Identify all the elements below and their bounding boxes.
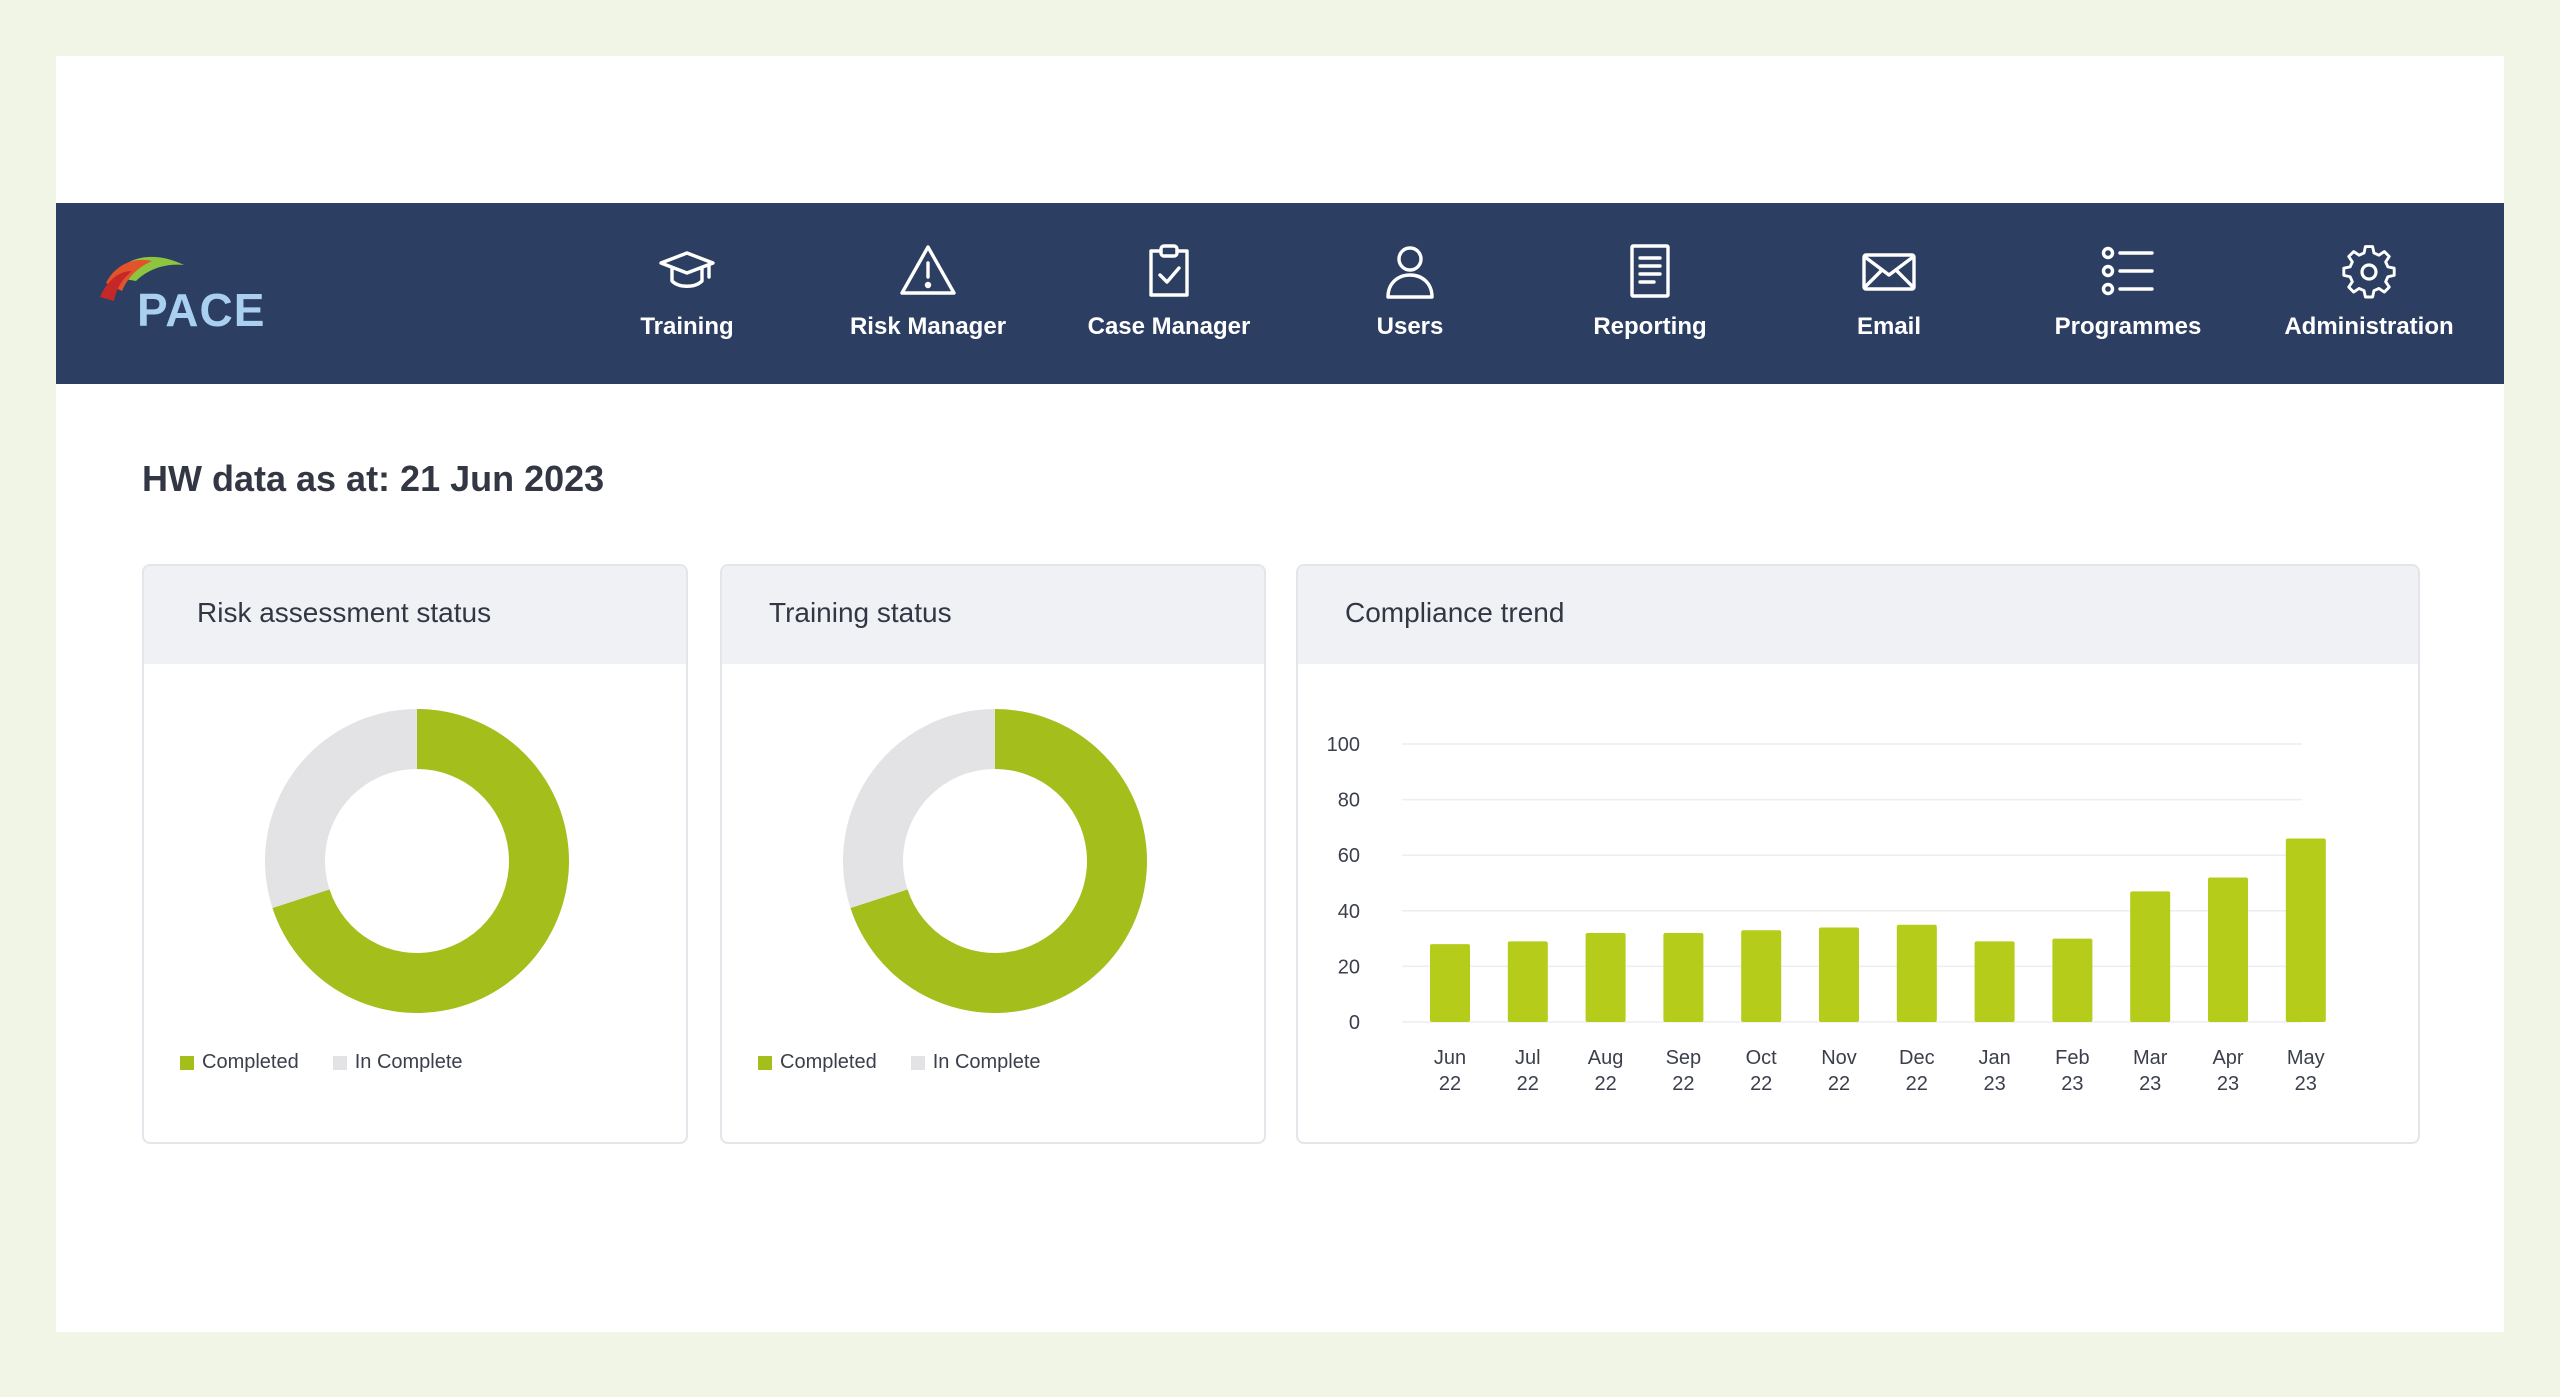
legend-label: In Complete (932, 1051, 1041, 1073)
donut-slice-in-complete[interactable] (265, 709, 417, 908)
y-tick-label: 80 (1338, 790, 1360, 812)
donut-slice-completed[interactable] (850, 709, 1147, 1013)
x-tick-label: Oct 22 (1746, 1047, 1778, 1095)
nav-risk-manager[interactable]: Risk Manager (828, 203, 1028, 384)
nav-case-manager[interactable]: Case Manager (1069, 203, 1269, 384)
card-title: Compliance trend (1345, 597, 1565, 628)
legend-swatch (910, 1055, 925, 1070)
bar-oct-22[interactable] (1741, 930, 1782, 1022)
nav-users[interactable]: Users (1310, 203, 1510, 384)
y-tick-label: 20 (1338, 956, 1360, 978)
compliance-bar-chart: 0 20 40 60 80 100 Jun 22 Jul 22 Aug 22 Sep 22 Oct 22 No… (1327, 734, 2326, 1095)
logo-bird-icon (100, 256, 184, 301)
bar-jul-22[interactable] (1507, 941, 1548, 1022)
bar-jan-23[interactable] (1974, 941, 2015, 1022)
card-title: Training status (769, 597, 952, 628)
y-axis-labels: 0 20 40 60 80 100 (1327, 734, 1360, 1034)
training-donut-chart (843, 709, 1147, 1013)
y-tick-label: 40 (1338, 901, 1360, 923)
compliance-trend-card: Compliance trend 0 20 40 60 80 100 Jun 22 Jul 22… (1296, 564, 2420, 1144)
risk-assessment-card: Risk assessment status Completed In Comp… (142, 564, 688, 1144)
top-navbar: PACE Training Risk Manager (56, 203, 2504, 384)
logo-text: PACE (137, 284, 266, 336)
nav-administration-label: Administration (2284, 313, 2454, 340)
nav-programmes-label: Programmes (2054, 313, 2202, 340)
training-legend: Completed In Complete (758, 1051, 1041, 1074)
bars-layer (1430, 838, 2326, 1022)
x-tick-label: Dec 22 (1899, 1047, 1935, 1095)
x-tick-label: Sep 22 (1666, 1047, 1702, 1095)
bar-sep-22[interactable] (1663, 933, 1704, 1022)
legend-item-completed[interactable]: Completed (758, 1051, 877, 1074)
legend-label: In Complete (354, 1051, 463, 1073)
page-title: HW data as at: 21 Jun 2023 (142, 458, 605, 499)
bar-nov-22[interactable] (1819, 927, 1859, 1022)
x-tick-label: Jul 22 (1515, 1047, 1541, 1095)
legend-swatch (758, 1055, 772, 1070)
bar-apr-23[interactable] (2208, 877, 2248, 1022)
x-tick-label: Nov 22 (1821, 1047, 1857, 1095)
risk-legend: Completed In Complete (180, 1051, 463, 1074)
card-header: Compliance trend (1298, 566, 2418, 664)
legend-item-incomplete[interactable]: In Complete (910, 1051, 1041, 1074)
warning-triangle-icon (898, 241, 958, 301)
nav-training-label: Training (640, 313, 734, 340)
list-icon (2098, 241, 2158, 301)
legend-item-completed[interactable]: Completed (180, 1051, 299, 1074)
x-tick-label: Jun 22 (1434, 1047, 1466, 1095)
grid-layer (1402, 743, 2302, 1023)
legend-label: Completed (780, 1051, 877, 1073)
pace-logo[interactable]: PACE (86, 247, 286, 337)
y-tick-label: 0 (1349, 1012, 1360, 1034)
risk-donut-chart (265, 709, 569, 1013)
legend-swatch (180, 1055, 194, 1070)
y-tick-label: 60 (1338, 845, 1360, 867)
training-status-card: Training status Completed In Complete (720, 564, 1266, 1144)
legend-item-incomplete[interactable]: In Complete (332, 1051, 463, 1074)
nav-risk-manager-label: Risk Manager (849, 313, 1007, 340)
graduation-cap-icon (657, 241, 717, 301)
document-icon (1620, 241, 1680, 301)
nav-users-label: Users (1376, 313, 1444, 340)
card-header: Training status (722, 566, 1264, 664)
x-tick-label: Mar 23 (2133, 1047, 2168, 1095)
x-tick-label: Feb 23 (2055, 1047, 2089, 1095)
bar-feb-23[interactable] (2052, 938, 2093, 1022)
user-icon (1380, 241, 1440, 301)
x-tick-label: Aug 22 (1588, 1047, 1624, 1095)
x-tick-label: Apr 23 (2212, 1047, 2243, 1095)
nav-email-label: Email (1856, 313, 1922, 340)
bar-aug-22[interactable] (1585, 933, 1626, 1022)
x-tick-label: May 23 (2287, 1047, 2325, 1095)
bar-dec-22[interactable] (1896, 924, 1937, 1022)
nav-reporting[interactable]: Reporting (1550, 203, 1750, 384)
bar-jun-22[interactable] (1430, 944, 1470, 1022)
legend-swatch (332, 1055, 347, 1070)
donut-slice-in-complete[interactable] (843, 709, 995, 908)
clipboard-check-icon (1139, 241, 1199, 301)
app-frame: PACE Training Risk Manager (56, 56, 2504, 1332)
x-axis-labels: Jun 22 Jul 22 Aug 22 Sep 22 Oct 22 Nov 22 Dec 22 Jan 23… (1434, 1047, 2325, 1095)
nav-email[interactable]: Email (1789, 203, 1989, 384)
bar-may-23[interactable] (2285, 838, 2326, 1022)
nav-training[interactable]: Training (587, 203, 787, 384)
nav-case-manager-label: Case Manager (1087, 313, 1251, 340)
nav-administration[interactable]: Administration (2269, 203, 2469, 384)
nav-reporting-label: Reporting (1593, 313, 1707, 340)
envelope-icon (1859, 241, 1919, 301)
bar-mar-23[interactable] (2130, 891, 2171, 1022)
card-title: Risk assessment status (197, 597, 492, 628)
x-tick-label: Jan 23 (1978, 1047, 2010, 1095)
donut-slice-completed[interactable] (272, 709, 569, 1013)
card-header: Risk assessment status (144, 566, 686, 664)
gear-icon (2339, 241, 2399, 301)
y-tick-label: 100 (1327, 734, 1360, 756)
legend-label: Completed (202, 1051, 299, 1073)
nav-programmes[interactable]: Programmes (2028, 203, 2228, 384)
